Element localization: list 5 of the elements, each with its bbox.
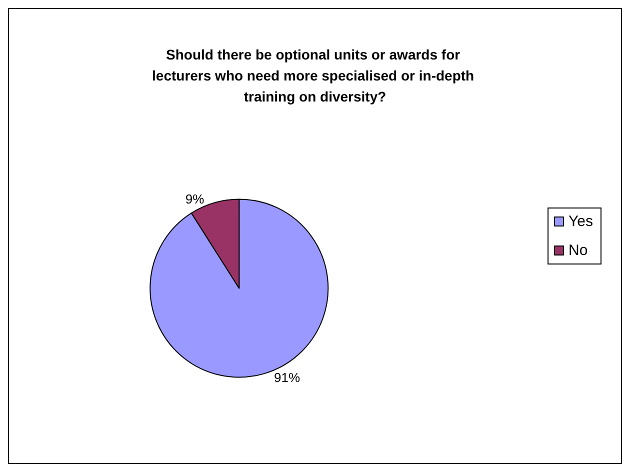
legend-label: No (568, 242, 588, 259)
data-label: 91% (274, 370, 301, 386)
data-label: 9% (185, 191, 205, 206)
legend-label: Yes (568, 213, 594, 230)
chart-title: Should there be optional units or awards for lecturers who need more specialised or in-depth training on diversity? (152, 46, 478, 104)
